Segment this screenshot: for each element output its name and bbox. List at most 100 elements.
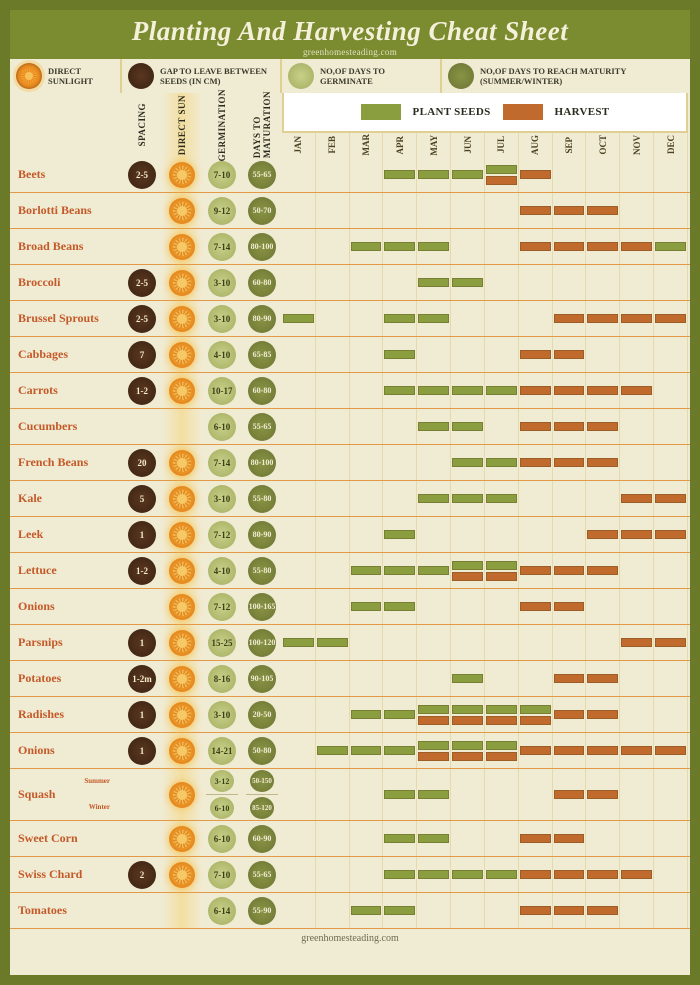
month-cell: [519, 733, 553, 768]
maturation-value: 65-85: [248, 341, 276, 369]
harvest-bar: [554, 242, 585, 251]
month-cell: [451, 445, 485, 480]
month-cell: [485, 517, 519, 552]
month-cell: [350, 625, 384, 660]
harvest-bar: [520, 566, 551, 575]
month-cell: [316, 517, 350, 552]
month-cell: [519, 589, 553, 624]
month-cell: [586, 589, 620, 624]
month-cell: [485, 229, 519, 264]
plant-name: Carrots: [10, 383, 122, 398]
page-title: Planting And Harvesting Cheat Sheet: [10, 16, 690, 47]
germination-value: 7-10: [208, 161, 236, 189]
plant-bar: [452, 458, 483, 467]
plant-name: Onions: [10, 599, 122, 614]
month-cell: [417, 733, 451, 768]
month-cell: [586, 625, 620, 660]
germination-cell: 3-10: [202, 697, 242, 732]
col-hdr-spacing: SPACING: [122, 93, 162, 157]
legend-mature: NO,OF DAYS TO REACH MATURITY (SUMMER/WIN…: [442, 59, 690, 93]
month-cell: [451, 229, 485, 264]
month-cell: [417, 661, 451, 696]
month-cell: [417, 373, 451, 408]
plant-name: Kale: [10, 491, 122, 506]
sun-cell: [162, 301, 202, 336]
month-cell: [282, 857, 316, 892]
month-cell: [383, 481, 417, 516]
harvest-bar: [520, 170, 551, 179]
harvest-bar: [587, 566, 618, 575]
maturation-cell: 100-120: [242, 625, 282, 660]
month-cell: [350, 517, 384, 552]
harvest-bar: [587, 674, 618, 683]
sun-icon: [169, 782, 195, 808]
germination-value: 3-10: [208, 269, 236, 297]
month-cell: [282, 517, 316, 552]
plant-bar: [452, 674, 483, 683]
sun-cell: [162, 193, 202, 228]
month-cell: [383, 157, 417, 192]
sun-icon: [169, 826, 195, 852]
plant-row: Sweet Corn6-1060-90: [10, 821, 690, 857]
month-cell: [553, 157, 587, 192]
plant-bar: [452, 170, 483, 179]
maturation-value: 55-90: [248, 897, 276, 925]
spacing-cell: [122, 409, 162, 444]
plant-row: Beets2-57-1055-65: [10, 157, 690, 193]
plant-row: Onions7-12100-165: [10, 589, 690, 625]
spacing-cell: [122, 589, 162, 624]
sun-icon: [169, 738, 195, 764]
maturation-cell: 90-105: [242, 661, 282, 696]
month-cell: [383, 301, 417, 336]
month-cell: [485, 337, 519, 372]
month-cell: [519, 265, 553, 300]
month-cell: [553, 337, 587, 372]
month-cell: [485, 373, 519, 408]
germination-cell: 3-126-10: [202, 769, 242, 820]
germination-value: 4-10: [208, 341, 236, 369]
month-cell: [485, 157, 519, 192]
spacing-value: 1-2m: [128, 665, 156, 693]
maturation-cell: 55-65: [242, 857, 282, 892]
month-cell: [316, 373, 350, 408]
icon-legend-row: DIRECT SUNLIGHT GAP TO LEAVE BETWEEN SEE…: [10, 59, 690, 93]
plant-row: Borlotti Beans9-1250-70: [10, 193, 690, 229]
harvest-bar: [520, 422, 551, 431]
plant-bar: [655, 242, 686, 251]
timeline: [282, 589, 688, 624]
harvest-bar: [655, 746, 686, 755]
month-cell: [485, 625, 519, 660]
month-cell: [586, 445, 620, 480]
plant-bar: [418, 741, 449, 750]
month-cell: [485, 697, 519, 732]
maturation-value: 80-100: [248, 233, 276, 261]
month-cell: [350, 733, 384, 768]
plant-bar: [486, 705, 517, 714]
plant-name: Parsnips: [10, 635, 122, 650]
month-cell: [620, 893, 654, 928]
month-cell: [316, 821, 350, 856]
maturation-cell: 100-165: [242, 589, 282, 624]
sun-icon: [169, 702, 195, 728]
month-cell: [350, 337, 384, 372]
plant-bar: [283, 638, 314, 647]
month-cell: [519, 769, 553, 820]
month-cell: [586, 553, 620, 588]
month-header-cell: JUL: [485, 133, 519, 157]
plant-bar: [452, 494, 483, 503]
plant-bar: [384, 314, 415, 323]
harvest-bar: [554, 834, 585, 843]
plant-row: Swiss Chard27-1055-65: [10, 857, 690, 893]
month-cell: [350, 445, 384, 480]
plant-row: Leek17-1280-90: [10, 517, 690, 553]
legend-sun: DIRECT SUNLIGHT: [10, 59, 122, 93]
harvest-bar: [520, 870, 551, 879]
month-cell: [383, 769, 417, 820]
month-header-cell: FEB: [316, 133, 350, 157]
legend-mature-label: NO,OF DAYS TO REACH MATURITY (SUMMER/WIN…: [480, 66, 684, 86]
germination-cell: 4-10: [202, 337, 242, 372]
plant-bar: [418, 705, 449, 714]
plant-bar: [486, 494, 517, 503]
month-cell: [282, 661, 316, 696]
month-cell: [485, 857, 519, 892]
